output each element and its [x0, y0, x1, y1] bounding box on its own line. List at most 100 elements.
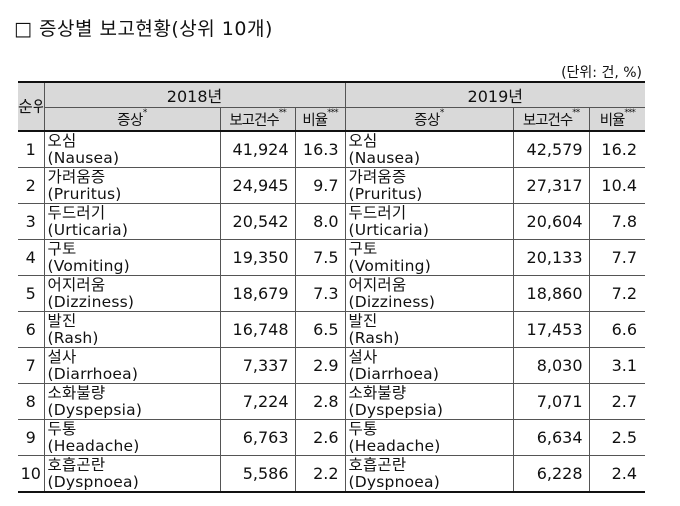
- table-row: 2 가려움증 (Pruritus) 24,945 9.7 가려움증 (Pruritus) 27…: [18, 167, 646, 204]
- count-cell-2019: 6,228: [512, 455, 590, 493]
- footnote-mark: *: [439, 107, 445, 118]
- rank-cell: 2: [18, 167, 45, 204]
- ratio-cell-2019: 2.7: [588, 383, 646, 420]
- ratio-cell-2018: 7.5: [294, 239, 346, 276]
- count-cell-2018: 7,337: [219, 347, 296, 384]
- count-cell-2018: 18,679: [219, 275, 296, 312]
- symptom-korean: 두통: [348, 419, 378, 438]
- symptom-korean: 두통: [47, 419, 77, 438]
- rank-cell: 6: [18, 311, 45, 348]
- symptom-cell-2018: 호흡곤란 (Dyspnoea): [43, 455, 221, 493]
- symptom-korean: 어지러움: [348, 275, 407, 294]
- rank-cell: 3: [18, 203, 45, 240]
- symptom-english: (Dyspepsia): [47, 400, 143, 419]
- count-cell-2019: 17,453: [512, 311, 590, 348]
- table-row: 6 발진 (Rash) 16,748 6.5 발진 (Rash) 17,453 6.6: [18, 311, 646, 348]
- ratio-cell-2018: 9.7: [294, 167, 346, 204]
- count-cell-2019: 8,030: [512, 347, 590, 384]
- ratio-cell-2019: 7.8: [588, 203, 646, 240]
- symptom-korean: 가려움증: [348, 167, 407, 186]
- count-cell-2018: 5,586: [219, 455, 296, 493]
- symptom-cell-2019: 오심 (Nausea): [344, 130, 514, 168]
- symptom-cell-2018: 두드러기 (Urticaria): [43, 203, 221, 240]
- rank-cell: 5: [18, 275, 45, 312]
- count-cell-2018: 41,924: [219, 130, 296, 168]
- symptom-korean: 설사: [348, 347, 378, 366]
- count-cell-2019: 6,634: [512, 419, 590, 456]
- year-2018-header: 2018년: [43, 81, 346, 108]
- rank-cell: 8: [18, 383, 45, 420]
- symptom-cell-2018: 오심 (Nausea): [43, 130, 221, 168]
- symptom-header-2019: 증상*: [344, 107, 514, 132]
- symptom-korean: 어지러움: [47, 275, 106, 294]
- ratio-cell-2019: 2.4: [588, 455, 646, 493]
- count-cell-2019: 20,133: [512, 239, 590, 276]
- footnote-mark: *: [142, 107, 148, 118]
- ratio-header-label: 비율: [599, 112, 626, 129]
- symptom-english: (Headache): [47, 436, 140, 455]
- symptom-english: (Diarrhoea): [47, 364, 139, 383]
- footnote-mark: ***: [327, 107, 338, 118]
- footnote-mark: ***: [624, 107, 635, 118]
- footnote-mark: **: [278, 107, 287, 118]
- count-cell-2019: 18,860: [512, 275, 590, 312]
- symptom-report-table: 순위 2018년 2019년 증상* 보고건수** 비율*** 증상* 보고건수…: [18, 81, 646, 493]
- ratio-cell-2019: 7.7: [588, 239, 646, 276]
- symptom-english: (Dyspnoea): [47, 472, 139, 491]
- symptom-english: (Nausea): [348, 148, 421, 167]
- symptom-english: (Pruritus): [348, 184, 423, 203]
- ratio-cell-2018: 6.5: [294, 311, 346, 348]
- symptom-korean: 호흡곤란: [348, 455, 407, 474]
- table-row: 5 어지러움 (Dizziness) 18,679 7.3 어지러움 (Dizziness)…: [18, 275, 646, 312]
- ratio-header-2019: 비율***: [588, 107, 646, 132]
- symptom-korean: 구토: [348, 239, 378, 258]
- column-header-row: 증상* 보고건수** 비율*** 증상* 보고건수** 비율***: [18, 107, 646, 132]
- rank-header: 순위: [18, 81, 45, 132]
- ratio-cell-2018: 7.3: [294, 275, 346, 312]
- count-header-label: 보고건수: [229, 112, 279, 129]
- symptom-english: (Diarrhoea): [348, 364, 440, 383]
- symptom-english: (Urticaria): [47, 220, 129, 239]
- symptom-english: (Dizziness): [47, 292, 135, 311]
- symptom-english: (Dyspepsia): [348, 400, 444, 419]
- symptom-korean: 구토: [47, 239, 77, 258]
- symptom-korean: 발진: [47, 311, 77, 330]
- symptom-korean: 발진: [348, 311, 378, 330]
- symptom-english: (Urticaria): [348, 220, 430, 239]
- year-2019-header: 2019년: [344, 81, 646, 108]
- ratio-cell-2018: 16.3: [294, 130, 346, 168]
- symptom-cell-2019: 어지러움 (Dizziness): [344, 275, 514, 312]
- table-body: 1 오심 (Nausea) 41,924 16.3 오심 (Nausea) 42,579 16.…: [18, 130, 646, 493]
- symptom-cell-2019: 설사 (Diarrhoea): [344, 347, 514, 384]
- symptom-cell-2019: 소화불량 (Dyspepsia): [344, 383, 514, 420]
- ratio-cell-2019: 16.2: [588, 130, 646, 168]
- symptom-korean: 호흡곤란: [47, 455, 106, 474]
- table-row: 9 두통 (Headache) 6,763 2.6 두통 (Headache) 6,634 2.…: [18, 419, 646, 456]
- symptom-cell-2018: 설사 (Diarrhoea): [43, 347, 221, 384]
- symptom-cell-2019: 호흡곤란 (Dyspnoea): [344, 455, 514, 493]
- symptom-korean: 두드러기: [348, 203, 407, 222]
- symptom-cell-2018: 두통 (Headache): [43, 419, 221, 456]
- unit-note: (단위: 건, %): [561, 65, 642, 81]
- ratio-cell-2018: 2.8: [294, 383, 346, 420]
- ratio-cell-2019: 7.2: [588, 275, 646, 312]
- symptom-cell-2018: 소화불량 (Dyspepsia): [43, 383, 221, 420]
- count-cell-2018: 16,748: [219, 311, 296, 348]
- ratio-cell-2019: 2.5: [588, 419, 646, 456]
- symptom-cell-2018: 가려움증 (Pruritus): [43, 167, 221, 204]
- symptom-english: (Dyspnoea): [348, 472, 440, 491]
- rank-cell: 10: [18, 455, 45, 493]
- count-cell-2019: 27,317: [512, 167, 590, 204]
- ratio-cell-2018: 2.6: [294, 419, 346, 456]
- ratio-cell-2019: 10.4: [588, 167, 646, 204]
- count-cell-2019: 20,604: [512, 203, 590, 240]
- rank-cell: 4: [18, 239, 45, 276]
- symptom-korean: 오심: [348, 131, 378, 150]
- symptom-header-label: 증상: [117, 112, 143, 129]
- symptom-english: (Rash): [348, 328, 400, 347]
- year-header-row: 순위 2018년 2019년: [18, 81, 646, 132]
- table-row: 3 두드러기 (Urticaria) 20,542 8.0 두드러기 (Urticaria)…: [18, 203, 646, 240]
- symptom-cell-2019: 두드러기 (Urticaria): [344, 203, 514, 240]
- symptom-cell-2018: 어지러움 (Dizziness): [43, 275, 221, 312]
- ratio-cell-2018: 8.0: [294, 203, 346, 240]
